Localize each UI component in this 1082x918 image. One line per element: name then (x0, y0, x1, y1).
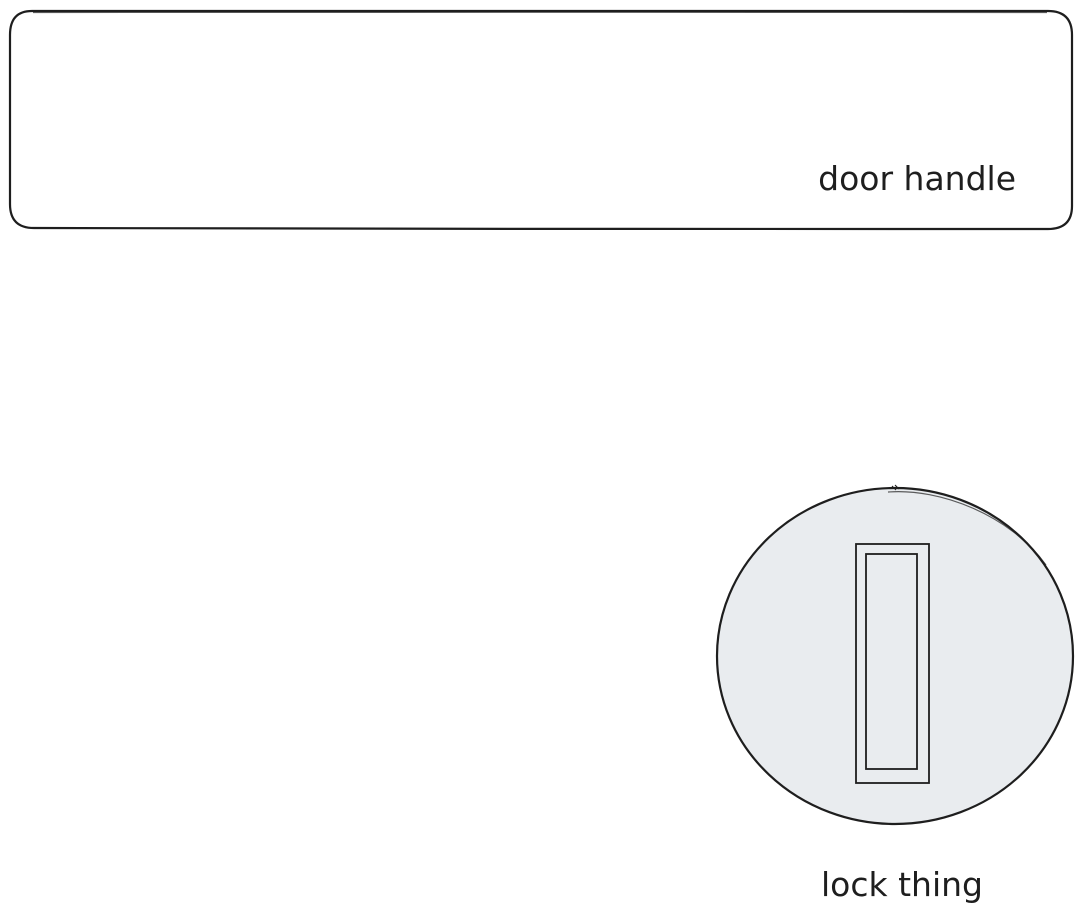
door-handle-label: door handle (818, 159, 1016, 198)
lock-thing-shape[interactable] (715, 484, 1075, 826)
lock-thing-label: lock thing (821, 865, 983, 904)
door-handle-shape[interactable] (8, 9, 1074, 231)
lock-slot-inner (865, 553, 918, 770)
lock-slot-outer (855, 543, 930, 784)
